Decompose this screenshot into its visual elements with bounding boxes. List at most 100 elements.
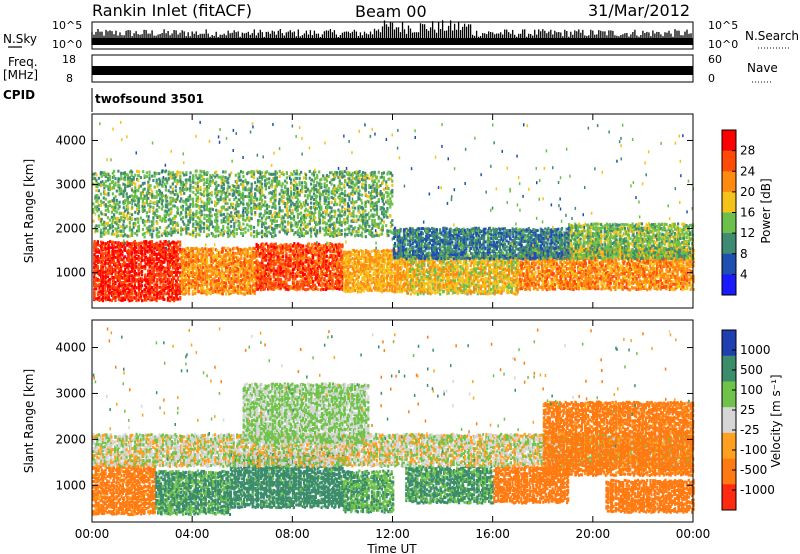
heatmap-cell [135, 286, 137, 289]
heatmap-cell [145, 258, 147, 261]
heatmap-cell [102, 296, 104, 299]
heatmap-cell [151, 249, 153, 252]
heatmap-cell [212, 247, 214, 250]
heatmap-cell [102, 241, 104, 244]
heatmap-cell [114, 256, 116, 259]
heatmap-cell [188, 249, 190, 252]
heatmap-cell [114, 281, 116, 284]
heatmap-cell [114, 241, 116, 244]
heatmap-cell [173, 292, 175, 295]
heatmap-cell [102, 288, 104, 291]
heatmap-cell [102, 280, 104, 283]
heatmap-cell [124, 267, 126, 270]
heatmap-cell [151, 286, 153, 289]
heatmap-cell [153, 265, 155, 268]
heatmap-cell [102, 247, 104, 250]
heatmap-cell [138, 246, 140, 249]
heatmap-cell [121, 254, 123, 257]
heatmap-cell [124, 255, 126, 258]
heatmap-cell [102, 285, 104, 288]
heatmap-cell [206, 266, 208, 269]
heatmap-cell [138, 263, 140, 266]
heatmap-cell [145, 250, 147, 253]
heatmap-cell [151, 281, 153, 284]
nsearch-label: N.Search [745, 29, 799, 43]
heatmap-cell [234, 252, 236, 255]
heatmap-cell [156, 265, 158, 268]
nave-label: Nave [747, 61, 778, 75]
heatmap-cell [188, 289, 190, 292]
heatmap-cell [124, 274, 126, 277]
heatmap-cell [216, 256, 218, 259]
heatmap-cell [221, 279, 223, 282]
heatmap-cell [202, 272, 204, 275]
heatmap-cell [177, 291, 179, 294]
heatmap-cell [138, 277, 140, 280]
heatmap-cell [151, 291, 153, 294]
heatmap-cell [185, 287, 187, 290]
heatmap-cell [206, 287, 208, 290]
heatmap-cell [138, 242, 140, 245]
heatmap-cell [188, 272, 190, 275]
heatmap-cell [102, 263, 104, 266]
heatmap-cell [202, 254, 204, 257]
heatmap-cell [105, 257, 107, 260]
heatmap-cell [143, 294, 145, 297]
heatmap-cell [177, 298, 179, 301]
heatmap-cell [192, 274, 194, 277]
heatmap-cell [153, 273, 155, 276]
heatmap-cell [141, 280, 143, 283]
heatmap-cell [177, 270, 179, 273]
heatmap-cell [163, 298, 165, 301]
heatmap-cell [141, 250, 143, 253]
heatmap-cell [173, 260, 175, 263]
heatmap-cell [206, 280, 208, 283]
heatmap-cell [114, 250, 116, 253]
heatmap-cell [156, 278, 158, 281]
heatmap-cell [138, 268, 140, 271]
heatmap-cell [138, 259, 140, 262]
heatmap-cell [135, 278, 137, 281]
heatmap-cell [126, 271, 128, 274]
heatmap-cell [234, 274, 236, 277]
heatmap-cell [222, 250, 224, 253]
heatmap-cell [145, 275, 147, 278]
radar-summary-plot: Rankin Inlet (fitACF) Beam 00 31/Mar/201… [0, 0, 800, 554]
heatmap-cell [135, 261, 137, 264]
heatmap-cell [138, 284, 140, 287]
heatmap-cell [138, 288, 140, 291]
heatmap-cell [240, 257, 242, 260]
heatmap-cell [153, 251, 155, 254]
heatmap-cell [119, 289, 121, 292]
heatmap-cell [114, 296, 116, 299]
heatmap-cell [202, 266, 204, 269]
heatmap-cell [177, 263, 179, 266]
heatmap-cell [202, 287, 204, 290]
heatmap-cell [156, 299, 158, 302]
cpid-value: twofsound 3501 [95, 92, 204, 106]
heatmap-cell [173, 297, 175, 300]
heatmap-cell [225, 282, 227, 285]
heatmap-cell [206, 254, 208, 257]
heatmap-cell [153, 262, 155, 265]
heatmap-cell [239, 271, 241, 274]
heatmap-cell [128, 259, 130, 262]
nsearch-tick-bottom: 10^0 [708, 38, 738, 51]
heatmap-cell [151, 262, 153, 265]
heatmap-cell [179, 244, 181, 247]
heatmap-cell [151, 243, 153, 246]
heatmap-cell [141, 270, 143, 273]
heatmap-cell [124, 270, 126, 273]
heatmap-cell [165, 270, 167, 273]
heatmap-cell [153, 246, 155, 249]
heatmap-cell [173, 265, 175, 268]
heatmap-cell [206, 251, 208, 254]
heatmap-cell [124, 262, 126, 265]
heatmap-cell [105, 290, 107, 293]
heatmap-cell [194, 264, 196, 267]
heatmap-cell [145, 294, 147, 297]
heatmap-cell [124, 295, 126, 298]
heatmap-cell [194, 292, 196, 295]
heatmap-cell [135, 292, 137, 295]
date-title: 31/Mar/2012 [588, 1, 690, 20]
